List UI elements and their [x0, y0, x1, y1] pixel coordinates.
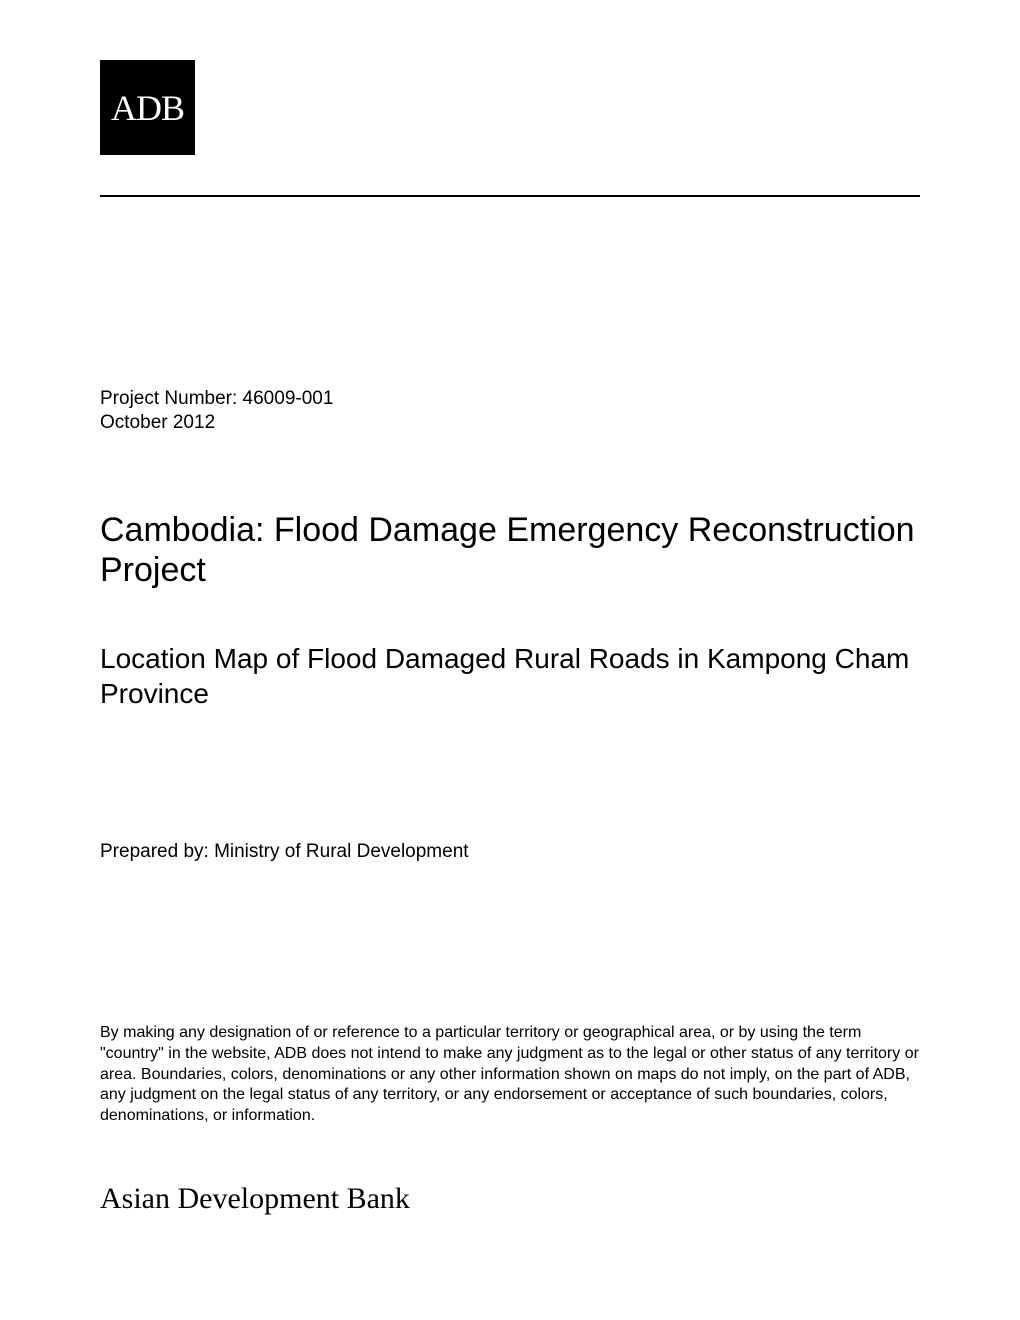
logo-text: ADB [111, 87, 184, 129]
horizontal-divider [100, 195, 920, 197]
footer-organization: Asian Development Bank [100, 1182, 920, 1216]
document-subtitle: Location Map of Flood Damaged Rural Road… [100, 641, 920, 711]
document-page: ADB Project Number: 46009-001 October 20… [0, 0, 1020, 1320]
prepared-by-text: Prepared by: Ministry of Rural Developme… [100, 841, 920, 863]
document-title: Cambodia: Flood Damage Emergency Reconst… [100, 510, 920, 592]
project-metadata: Project Number: 46009-001 October 2012 [100, 387, 920, 435]
adb-logo: ADB [100, 60, 195, 155]
project-date: October 2012 [100, 411, 920, 435]
project-number: Project Number: 46009-001 [100, 387, 920, 411]
disclaimer-text: By making any designation of or referenc… [100, 1023, 920, 1127]
